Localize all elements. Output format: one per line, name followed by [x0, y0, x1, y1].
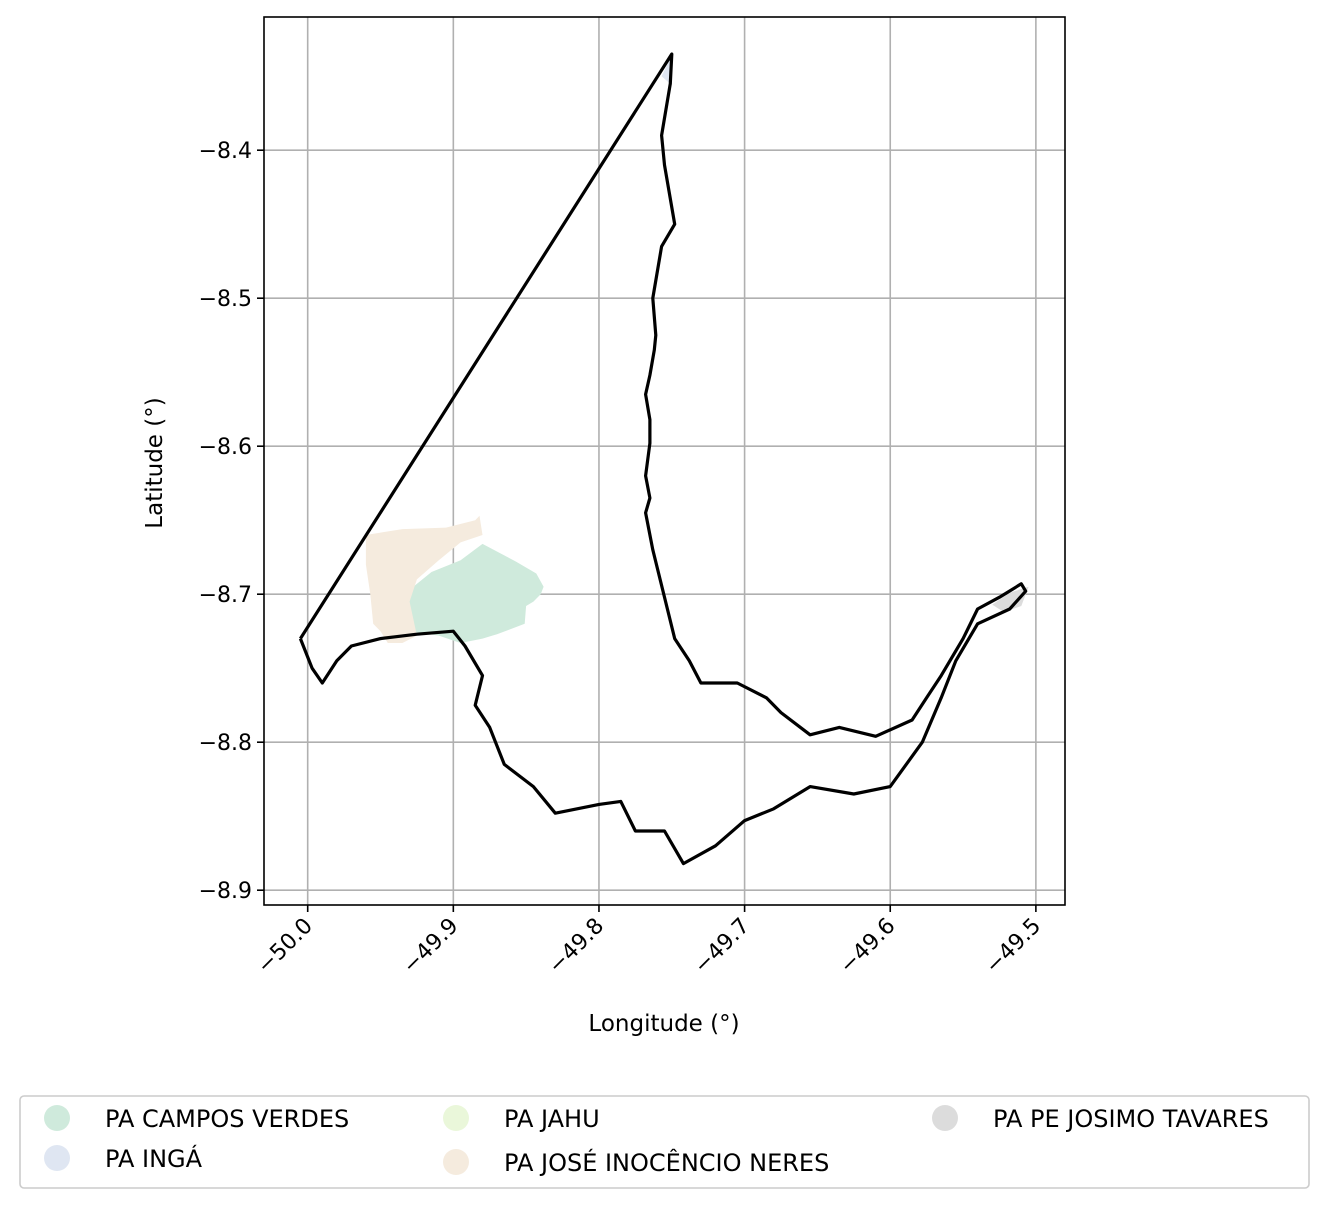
legend-item-campos-verdes: PA CAMPOS VERDES: [44, 1105, 349, 1133]
legend-marker-inga: [44, 1145, 70, 1171]
x-tick-label: −49.9: [398, 914, 463, 979]
x-tick-label: −49.5: [981, 914, 1046, 979]
y-axis-label: Latitude (°): [142, 397, 168, 528]
plot-frame: [263, 16, 1066, 906]
x-tick-label: −50.0: [253, 914, 318, 979]
y-axis-ticks: −8.4 −8.5 −8.6 −8.7 −8.8 −8.9: [199, 139, 264, 904]
x-tick-label: −49.6: [835, 914, 900, 979]
boundary-outline: [298, 52, 1028, 866]
legend-marker-campos-verdes: [44, 1105, 70, 1131]
y-tick-label: −8.4: [199, 139, 252, 164]
y-tick-label: −8.5: [199, 287, 252, 312]
legend-label-jose-inocencio-neres: PA JOSÉ INOCÊNCIO NERES: [504, 1148, 829, 1177]
legend-label-campos-verdes: PA CAMPOS VERDES: [105, 1105, 349, 1133]
x-axis-label: Longitude (°): [588, 1011, 739, 1037]
legend-item-jose-inocencio-neres: PA JOSÉ INOCÊNCIO NERES: [443, 1148, 829, 1177]
legend-marker-pe-josimo-tavares: [932, 1105, 958, 1131]
legend-marker-jose-inocencio-neres: [443, 1149, 469, 1175]
region-pa-jose-inocencio-neres: [365, 515, 483, 643]
legend-marker-jahu: [443, 1105, 469, 1131]
legend-label-inga: PA INGÁ: [105, 1144, 203, 1173]
x-axis-ticks: −50.0 −49.9 −49.8 −49.7 −49.6 −49.5: [253, 905, 1046, 979]
y-tick-label: −8.6: [199, 435, 252, 460]
y-tick-label: −8.9: [199, 879, 252, 904]
region-pa-campos-verdes: [406, 543, 544, 643]
boundary-outline-layer: [298, 52, 1028, 866]
y-tick-label: −8.7: [199, 583, 252, 608]
x-tick-label: −49.7: [689, 914, 754, 979]
legend-box: [19, 1095, 1310, 1189]
region-pa-pe-josimo-tavares: [992, 586, 1029, 612]
regions-layer: [365, 57, 1029, 643]
legend-label-jahu: PA JAHU: [504, 1105, 600, 1133]
legend-label-pe-josimo-tavares: PA PE JOSIMO TAVARES: [993, 1105, 1269, 1133]
legend-item-inga: PA INGÁ: [44, 1144, 203, 1173]
legend-item-jahu: PA JAHU: [443, 1105, 600, 1133]
legend-item-pe-josimo-tavares: PA PE JOSIMO TAVARES: [932, 1105, 1269, 1133]
x-tick-label: −49.8: [544, 914, 609, 979]
legend: PA CAMPOS VERDES PA INGÁ PA JAHU PA JOSÉ…: [19, 1095, 1310, 1189]
y-tick-label: −8.8: [199, 731, 252, 756]
